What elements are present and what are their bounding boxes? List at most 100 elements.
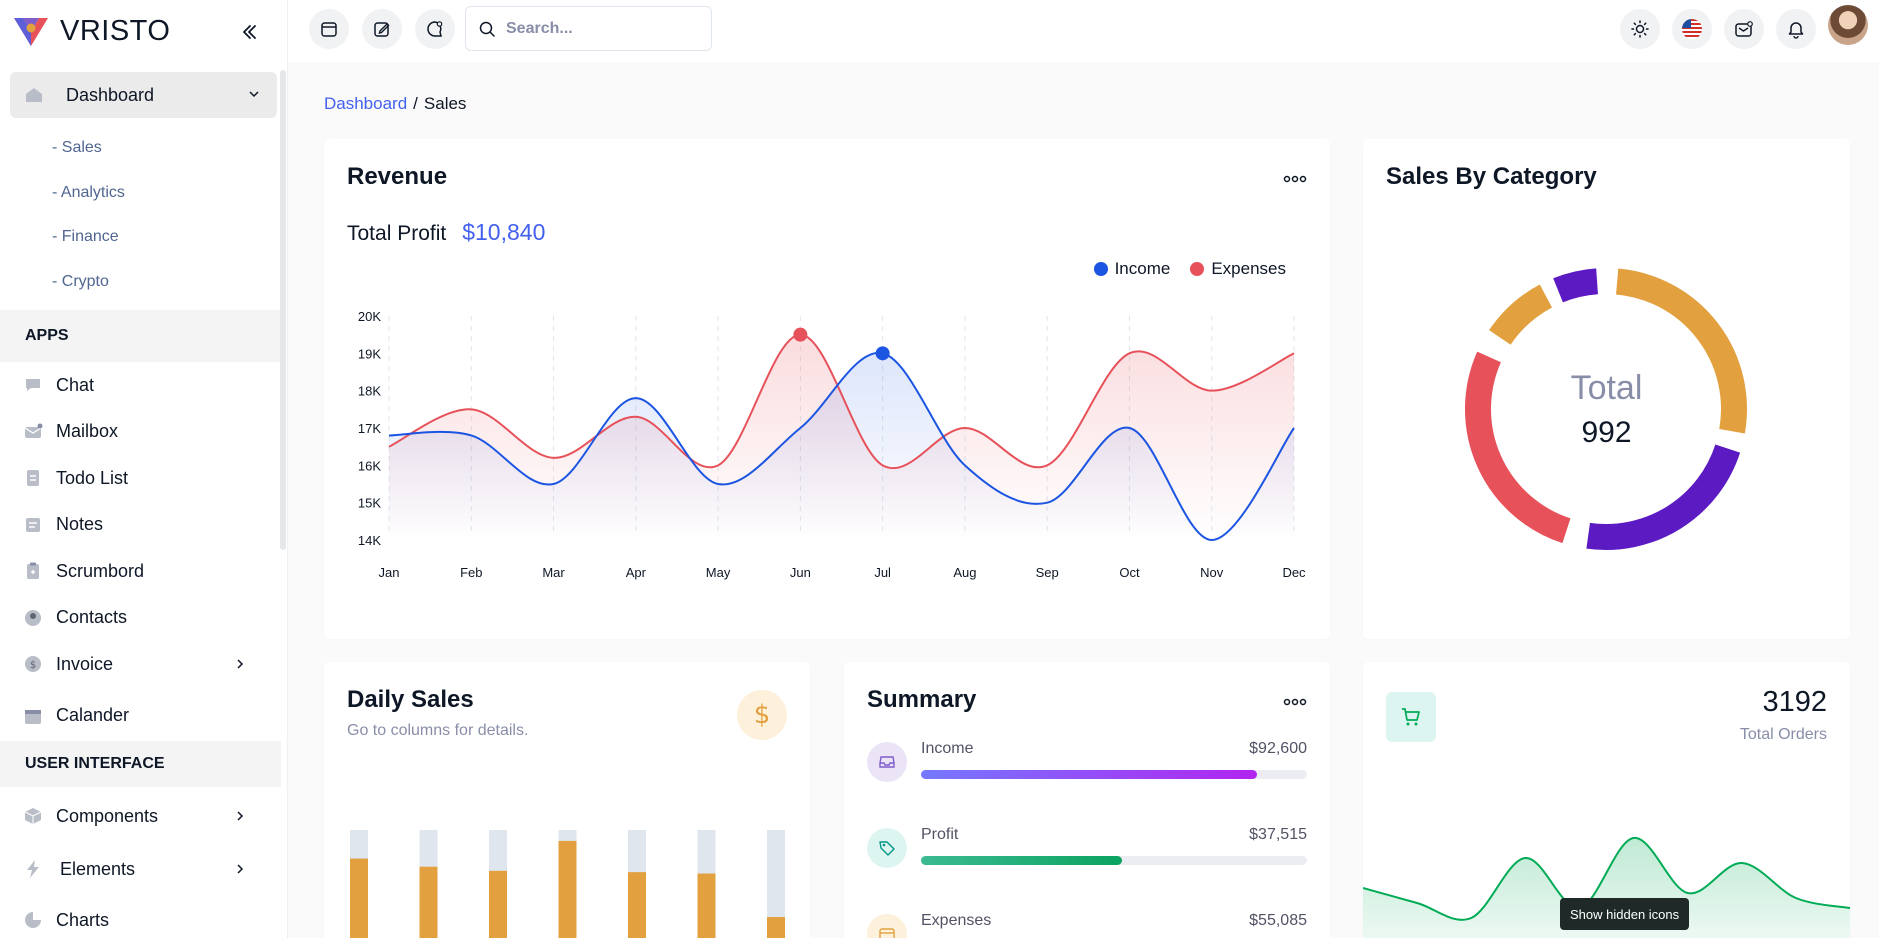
sidebar-item-mailbox[interactable]: Mailbox xyxy=(0,409,287,456)
section-heading-user-interface: USER INTERFACE xyxy=(0,741,281,787)
y-tick-label: 16K xyxy=(358,458,381,473)
submenu-item-crypto[interactable]: - Crypto xyxy=(52,272,109,290)
daily-sales-subtitle: Go to columns for details. xyxy=(347,722,529,739)
sidebar-item-label: Components xyxy=(56,805,159,826)
donut-total-label: Total xyxy=(1570,369,1643,407)
total-profit: Total Profit $10,840 xyxy=(347,219,545,246)
submenu-item-analytics[interactable]: - Analytics xyxy=(52,183,125,201)
sidebar-item-label: Notes xyxy=(56,514,104,535)
inbox-icon xyxy=(867,742,907,782)
sales-by-category-panel: Sales By Category Total 992 xyxy=(1363,139,1850,639)
notifications-button[interactable] xyxy=(1776,9,1816,49)
chevron-down-icon xyxy=(249,91,259,98)
sidebar-item-todo[interactable]: Todo List xyxy=(0,455,287,502)
y-tick-label: 18K xyxy=(358,384,381,399)
chat-bubble-icon xyxy=(427,21,443,37)
breadcrumb-link-dashboard[interactable]: Dashboard xyxy=(324,94,408,113)
more-options-icon[interactable] xyxy=(1283,174,1307,184)
calendar-header-button[interactable] xyxy=(309,9,349,49)
sidebar-item-scrumboard[interactable]: Scrumbord xyxy=(0,548,287,595)
search-box[interactable] xyxy=(465,6,712,51)
submenu-item-sales[interactable]: - Sales xyxy=(52,139,102,157)
sidebar-item-elements[interactable]: Elements xyxy=(0,841,287,897)
daily-sales-title: Daily Sales xyxy=(347,686,474,713)
scrumboard-icon xyxy=(22,560,44,582)
hidden-icons-tooltip: Show hidden icons xyxy=(1560,898,1690,930)
bar xyxy=(628,872,646,938)
sidebar-item-label: Scrumbord xyxy=(56,560,145,581)
x-tick-label: Mar xyxy=(542,565,565,580)
collapse-sidebar-icon[interactable] xyxy=(237,20,261,44)
profit-progress-bar xyxy=(921,856,1122,865)
sidebar-item-calendar[interactable]: Calander xyxy=(0,693,287,740)
breadcrumb-separator: / xyxy=(413,94,418,113)
elements-icon xyxy=(22,858,44,880)
logo-row: VRISTO xyxy=(0,0,287,62)
sales-by-category-donut[interactable] xyxy=(1363,219,1850,619)
y-tick-label: 14K xyxy=(358,533,381,548)
edit-header-button[interactable] xyxy=(362,9,402,49)
sidebar-item-notes[interactable]: Notes xyxy=(0,502,287,549)
legend-item-expenses[interactable]: Expenses xyxy=(1190,259,1286,279)
dollar-icon: $ xyxy=(737,690,787,740)
us-flag-icon xyxy=(1682,19,1702,39)
expenses-swatch xyxy=(1190,262,1205,276)
sidebar-scrollbar[interactable] xyxy=(280,70,286,550)
sidebar-item-label: Contacts xyxy=(56,607,128,628)
bar xyxy=(697,873,716,938)
chat-header-button[interactable] xyxy=(415,9,455,49)
more-options-icon[interactable] xyxy=(1283,697,1307,707)
pie-slice xyxy=(1553,268,1599,303)
credit-card-icon xyxy=(867,914,907,938)
chevron-right-icon xyxy=(237,659,244,669)
sidebar-item-charts[interactable]: Charts xyxy=(0,897,287,938)
sidebar-item-contacts[interactable]: Contacts xyxy=(0,595,287,642)
x-tick-label: Feb xyxy=(460,565,482,580)
daily-sales-chart[interactable] xyxy=(324,816,810,938)
pie-slice xyxy=(1586,444,1741,550)
series-line-expenses xyxy=(388,333,1295,469)
user-avatar[interactable] xyxy=(1828,5,1868,45)
sidebar-item-invoice[interactable]: $ Invoice xyxy=(0,641,287,688)
summary-item-profit: Profit $37,515 xyxy=(867,826,1307,878)
legend-item-income[interactable]: Income xyxy=(1093,259,1171,279)
sidebar-item-label: Chat xyxy=(56,374,95,395)
language-button[interactable] xyxy=(1672,9,1712,49)
income-swatch xyxy=(1093,262,1108,276)
logo-text[interactable]: VRISTO xyxy=(60,14,171,47)
pie-slice xyxy=(1465,351,1571,544)
bar xyxy=(419,866,438,938)
total-orders-chart[interactable] xyxy=(1363,772,1850,938)
logo-icon[interactable] xyxy=(12,14,50,48)
x-tick-label: Jan xyxy=(379,565,400,580)
search-icon xyxy=(479,21,495,37)
revenue-chart[interactable]: Jan Feb Mar Apr May Jun Jul Aug Sep Oct Nov Dec 14K 1… xyxy=(324,279,1330,619)
y-tick-label: 20K xyxy=(358,309,381,324)
theme-toggle-button[interactable] xyxy=(1620,9,1660,49)
summary-progress-track xyxy=(921,856,1307,865)
sidebar: VRISTO Dashboard - Sales - Analytics - F… xyxy=(0,0,288,938)
search-input[interactable] xyxy=(506,19,696,38)
legend-label: Expenses xyxy=(1211,259,1286,278)
sidebar-item-label: Elements xyxy=(60,858,136,879)
revenue-title: Revenue xyxy=(347,163,448,190)
messages-button[interactable] xyxy=(1724,9,1764,49)
series-area-income xyxy=(389,352,1294,540)
mailbox-icon xyxy=(22,421,44,443)
sidebar-item-chat[interactable]: Chat xyxy=(0,362,287,409)
donut-center: Total 992 xyxy=(1363,369,1850,450)
edit-icon xyxy=(374,22,390,37)
daily-sales-panel: Daily Sales Go to columns for details. $ xyxy=(324,662,810,938)
sidebar-item-components[interactable]: Components xyxy=(0,791,287,841)
sidebar-item-label: Mailbox xyxy=(56,421,119,442)
submenu-item-finance[interactable]: - Finance xyxy=(52,228,119,246)
orders-line xyxy=(1363,837,1850,921)
sidebar-item-dashboard[interactable]: Dashboard xyxy=(10,72,277,118)
highlight-point xyxy=(793,327,808,342)
revenue-panel: Revenue Total Profit $10,840 Income Expe… xyxy=(324,139,1330,639)
summary-item-label: Expenses xyxy=(921,912,992,929)
x-tick-label: Oct xyxy=(1119,565,1140,580)
y-tick-label: 15K xyxy=(358,496,381,511)
calendar-icon xyxy=(321,22,337,37)
legend-label: Income xyxy=(1114,259,1171,278)
